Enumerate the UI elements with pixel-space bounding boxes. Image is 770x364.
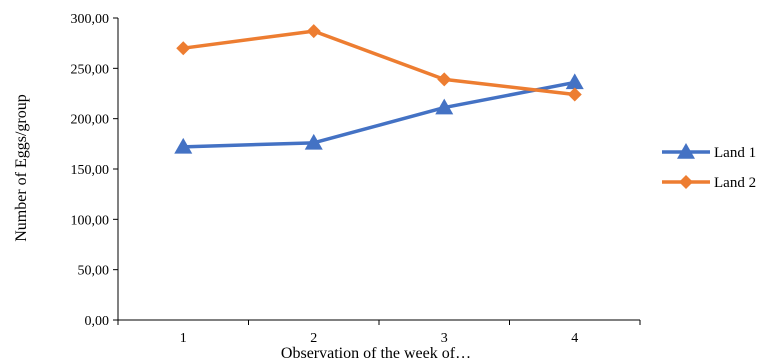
- y-tick-label: 150,00: [71, 163, 110, 178]
- series-1: [174, 73, 584, 154]
- y-tick-label: 0,00: [85, 314, 110, 329]
- series-layer: [174, 24, 584, 154]
- x-axis-ticks: 1 2 3 4: [117, 320, 641, 346]
- x-tick-label: 1: [180, 331, 187, 346]
- y-tick-label: 300,00: [71, 12, 110, 27]
- legend-marker: [677, 143, 695, 159]
- series-line: [183, 80, 576, 149]
- data-point: [565, 73, 584, 90]
- data-point: [174, 137, 193, 154]
- series-line: [183, 29, 575, 97]
- legend-marker: [679, 175, 693, 189]
- legend: Land 1 Land 2: [662, 143, 756, 191]
- y-axis-ticks: 0,00 50,00 100,00 150,00 200,00 250,00 300,00: [71, 12, 118, 329]
- legend-label: Land 1: [714, 145, 756, 161]
- data-point: [567, 87, 582, 102]
- y-tick-label: 200,00: [71, 113, 110, 128]
- series-2: [176, 24, 582, 102]
- x-axis-title: Observation of the week of…: [281, 345, 471, 362]
- data-point: [304, 133, 323, 150]
- y-tick-label: 250,00: [71, 62, 110, 77]
- legend-item: Land 1: [662, 143, 756, 161]
- y-tick-label: 50,00: [78, 264, 110, 279]
- x-tick-label: 2: [310, 331, 317, 346]
- data-point: [306, 24, 321, 39]
- x-tick-label: 3: [441, 331, 448, 346]
- legend-item: Land 2: [662, 175, 756, 191]
- legend-label: Land 2: [714, 175, 756, 191]
- data-point: [176, 41, 191, 56]
- data-point: [435, 98, 454, 115]
- x-tick-label: 4: [571, 331, 578, 346]
- y-tick-label: 100,00: [71, 213, 110, 228]
- data-point: [437, 72, 452, 87]
- y-axis-title: Number of Eggs/group: [13, 94, 30, 242]
